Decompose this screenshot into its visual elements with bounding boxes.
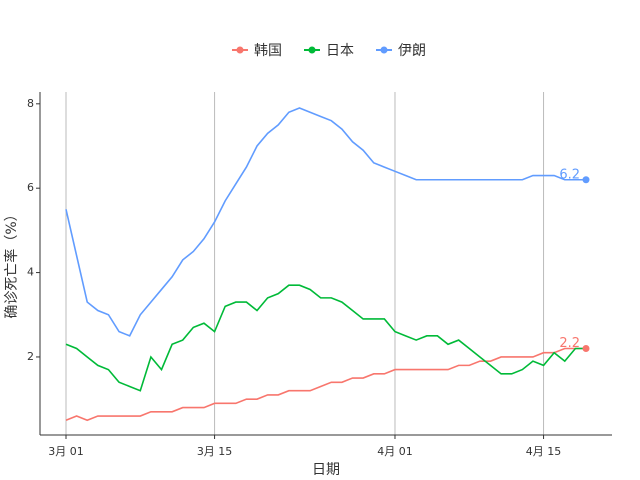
x-tick-label: 3月 15 (197, 445, 233, 458)
y-tick-label: 2 (27, 350, 34, 363)
legend-label: 伊朗 (398, 43, 426, 59)
legend-swatch-point (308, 46, 316, 54)
series-line (65, 347, 586, 422)
end-point (582, 176, 590, 184)
series-line (65, 107, 586, 337)
y-tick-label: 6 (27, 181, 34, 194)
end-label: 6.2 (559, 167, 580, 182)
end-point (582, 345, 590, 353)
y-tick-label: 8 (27, 97, 34, 110)
x-axis-label: 日期 (312, 462, 340, 478)
legend: 韩国 日本 伊朗 (232, 43, 426, 59)
legend-label: 韩国 (254, 43, 282, 59)
end-label: 2.2 (559, 336, 580, 351)
legend-label: 日本 (326, 43, 354, 59)
series-line (65, 284, 586, 392)
legend-swatch-point (380, 46, 388, 54)
y-tick-label: 4 (27, 266, 34, 279)
y-axis-label: 确诊死亡率（%） (3, 207, 20, 318)
x-tick-label: 4月 01 (377, 445, 413, 458)
x-tick-label: 3月 01 (48, 445, 84, 458)
x-tick-label: 4月 15 (526, 445, 562, 458)
legend-swatch-point (236, 46, 244, 54)
